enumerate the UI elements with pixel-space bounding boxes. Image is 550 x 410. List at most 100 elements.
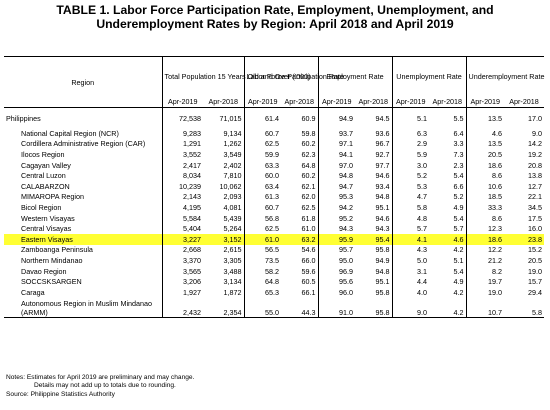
cell-value: 3,206: [161, 276, 203, 287]
cell-value: 94.1: [317, 149, 356, 160]
cell-value: 95.8: [355, 297, 393, 318]
cell-value: 61.8: [301, 213, 316, 223]
cell-value: 96.0: [317, 286, 356, 298]
table-row: Central Visayas 5,404 5,264 62.5 61.0 94.3 94.…: [4, 223, 544, 234]
cell-value: 63.3: [243, 159, 282, 171]
cell-value: 94.8: [375, 266, 390, 276]
cell-value: 12.2: [465, 244, 505, 256]
region-name: Zamboanga Peninsula: [21, 245, 93, 255]
cell-value: 5.8: [504, 297, 545, 318]
region-name: National Capital Region (NCR): [21, 128, 119, 138]
cell-value: 66.1: [301, 287, 316, 297]
cell-value: 16.0: [528, 224, 543, 234]
cell-value: 95.2: [317, 212, 356, 224]
cell-value: 44.3: [281, 297, 319, 318]
cell-value: 5.1: [453, 255, 464, 265]
cell-value: 4.1: [391, 233, 430, 245]
cell-value: 13.8: [528, 171, 543, 181]
subheader-apr-2019: Apr-2019: [243, 95, 282, 108]
subheader-apr-2018: Apr-2018: [355, 95, 393, 108]
region-name: CALABARZON: [21, 181, 70, 191]
header-underemployment: Underemployment Rate: [465, 56, 544, 95]
cell-value: 59.9: [243, 149, 282, 160]
cell-value: 61.0: [301, 224, 316, 234]
cell-value: 65.3: [243, 286, 282, 298]
region-name: Cordillera Administrative Region (CAR): [21, 139, 146, 149]
cell-value: 12.3: [465, 223, 505, 234]
cell-value: 9.0: [391, 297, 430, 318]
cell-value: 55.0: [243, 297, 282, 318]
cell-value: 61.4: [243, 107, 282, 128]
cell-value: 95.0: [317, 255, 356, 266]
table-row: Ilocos Region 3,552 3,549 59.9 62.3 94.1 92.7 5…: [4, 149, 544, 160]
cell-value: 3,152: [203, 233, 245, 245]
table-row: Autonomous Region in Muslim Mindanao (AR…: [4, 297, 545, 318]
cell-value: 62.5: [301, 202, 316, 212]
cell-value: 2,668: [161, 244, 203, 256]
title-line-1: TABLE 1. Labor Force Participation Rate,…: [56, 3, 494, 17]
cell-value: 58.2: [243, 265, 282, 277]
region-name: MIMAROPA Region: [21, 192, 84, 202]
region-name: Central Visayas: [21, 224, 72, 234]
cell-value: 56.5: [243, 244, 282, 256]
cell-value: 5.2: [453, 192, 464, 202]
cell-value: 4,195: [161, 202, 203, 213]
cell-value: 5.4: [453, 266, 464, 276]
region-name: Caraga: [21, 287, 45, 297]
cell-value: 34.5: [528, 202, 543, 212]
cell-value: 63.4: [243, 180, 282, 192]
cell-value: 4.0: [391, 286, 430, 298]
cell-value: 2.9: [391, 138, 430, 150]
cell-value: 5,264: [223, 224, 242, 234]
cell-value: 5,439: [223, 213, 242, 223]
cell-value: 62.5: [243, 223, 282, 234]
subheader-apr-2019: Apr-2019: [161, 95, 203, 108]
cell-value: 1,262: [223, 139, 242, 149]
cell-value: 93.4: [375, 181, 390, 191]
cell-value: 3,488: [223, 266, 242, 276]
cell-value: 3,227: [161, 233, 203, 245]
cell-value: 29.4: [528, 287, 543, 297]
region-name: Central Luzon: [21, 171, 66, 181]
cell-value: 94.6: [375, 171, 390, 181]
cell-value: 7,810: [223, 171, 242, 181]
cell-value: 61.3: [243, 191, 282, 203]
cell-value: 5.4: [453, 171, 464, 181]
cell-value: 59.8: [301, 128, 316, 138]
cell-value: 3,370: [161, 255, 203, 266]
cell-value: 5.8: [391, 202, 430, 213]
cell-value: 19.0: [465, 286, 505, 298]
cell-value: 18.5: [465, 191, 505, 203]
table-row: Northern Mindanao 3,370 3,305 73.5 66.0 95.0 9…: [4, 255, 544, 266]
cell-value: 94.6: [375, 213, 390, 223]
table-row: MIMAROPA Region 2,143 2,093 61.3 62.0 95.3 94.…: [4, 191, 544, 203]
table-row: Philippines 72,538 71,015 61.4 60.9 94.9 94.5 5…: [4, 107, 544, 128]
cell-value: 96.7: [375, 139, 390, 149]
cell-value: 4.6: [429, 233, 467, 245]
region-name: Northern Mindanao: [21, 255, 83, 265]
cell-value: 95.8: [375, 245, 390, 255]
cell-value: 73.5: [243, 255, 282, 266]
notes-label: Notes:: [6, 374, 26, 381]
cell-value: 60.9: [301, 113, 316, 123]
note-line-1: Estimates for April 2019 are preliminary…: [26, 374, 195, 381]
subheader-apr-2018: Apr-2018: [203, 95, 245, 108]
cell-value: 56.8: [243, 212, 282, 224]
cell-value: 4.4: [391, 276, 430, 287]
table-row: Davao Region 3,565 3,488 58.2 59.6 96.9 94.8 3.…: [4, 265, 544, 277]
cell-value: 7.3: [453, 149, 464, 159]
table-row: SOCCSKSARGEN 3,206 3,134 64.8 60.5 95.6 95.1 4.…: [4, 276, 544, 287]
cell-value: 93.6: [375, 128, 390, 138]
cell-value: 95.6: [317, 276, 356, 287]
cell-value: 3.0: [391, 159, 430, 171]
cell-value: 94.8: [317, 170, 356, 181]
cell-value: 60.2: [301, 139, 316, 149]
cell-value: 94.2: [317, 202, 356, 213]
cell-value: 5.9: [391, 149, 430, 160]
title-line-2: Underemployment Rates by Region: April 2…: [96, 17, 454, 31]
cell-value: 97.0: [317, 159, 356, 171]
cell-value: 15.2: [528, 245, 543, 255]
table-row: Zamboanga Peninsula 2,668 2,615 56.5 54.6 95.…: [4, 244, 544, 256]
cell-value: 60.5: [301, 277, 316, 287]
cell-value: 3,552: [161, 149, 203, 160]
